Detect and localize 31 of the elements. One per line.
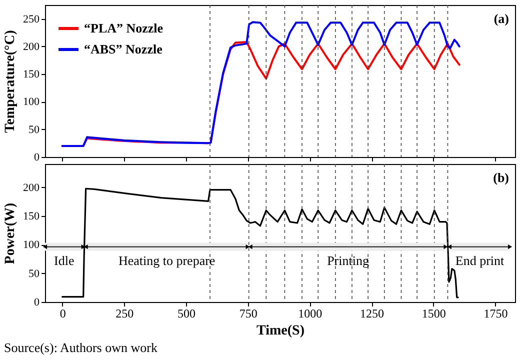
y-tick-label: 200 <box>23 182 40 194</box>
x-tick-label: 1000 <box>298 306 322 320</box>
y-tick-label: 150 <box>23 68 40 81</box>
y-tick-label: 0 <box>34 152 40 164</box>
y-tick-label: 100 <box>23 239 40 252</box>
x-axis-title: Time(S) <box>256 324 305 338</box>
legend-label: “PLA” Nozzle <box>84 20 164 36</box>
x-tick-label: 1750 <box>484 306 508 320</box>
y-tick-label: 50 <box>28 268 40 280</box>
y-tick-label: 150 <box>23 210 40 223</box>
x-tick-label: 250 <box>116 306 134 320</box>
source-note: Source(s): Authors own work <box>4 340 158 356</box>
annotation: (a) <box>494 11 509 26</box>
x-tick-label: 1500 <box>422 306 446 320</box>
y-tick-label: 100 <box>23 96 40 108</box>
x-tick-label: 1250 <box>360 306 384 320</box>
y-tick-label: 0 <box>34 296 40 308</box>
band-label: Idle <box>54 252 75 268</box>
legend-label: “ABS” Nozzle <box>84 42 163 56</box>
band-label: End print <box>455 252 505 268</box>
y-tick-label: 50 <box>28 124 40 136</box>
annotation: (b) <box>493 170 509 185</box>
y-tick-label: 200 <box>23 40 40 53</box>
x-tick-label: 750 <box>239 306 258 320</box>
y-axis-title: Temperature(°C) <box>3 30 18 133</box>
x-tick-label: 500 <box>178 306 196 320</box>
band-label: Heating to prepare <box>118 252 216 268</box>
y-axis-title: Power(W) <box>3 202 18 264</box>
band-label: Printing <box>327 252 370 268</box>
y-tick-label: 250 <box>23 13 40 26</box>
x-tick-label: 0 <box>60 306 66 320</box>
